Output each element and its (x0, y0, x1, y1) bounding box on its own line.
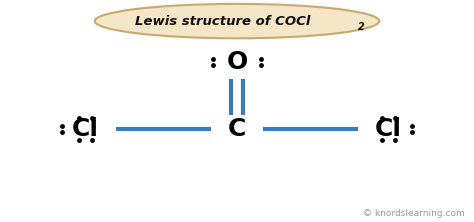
Text: © knordslearning.com: © knordslearning.com (363, 208, 465, 218)
Text: Cl: Cl (375, 117, 402, 141)
Text: C: C (228, 117, 246, 141)
Ellipse shape (95, 4, 379, 38)
Text: Cl: Cl (72, 117, 99, 141)
Text: Lewis structure of COCl: Lewis structure of COCl (135, 15, 310, 28)
Text: 2: 2 (358, 22, 365, 32)
Text: O: O (227, 50, 247, 74)
